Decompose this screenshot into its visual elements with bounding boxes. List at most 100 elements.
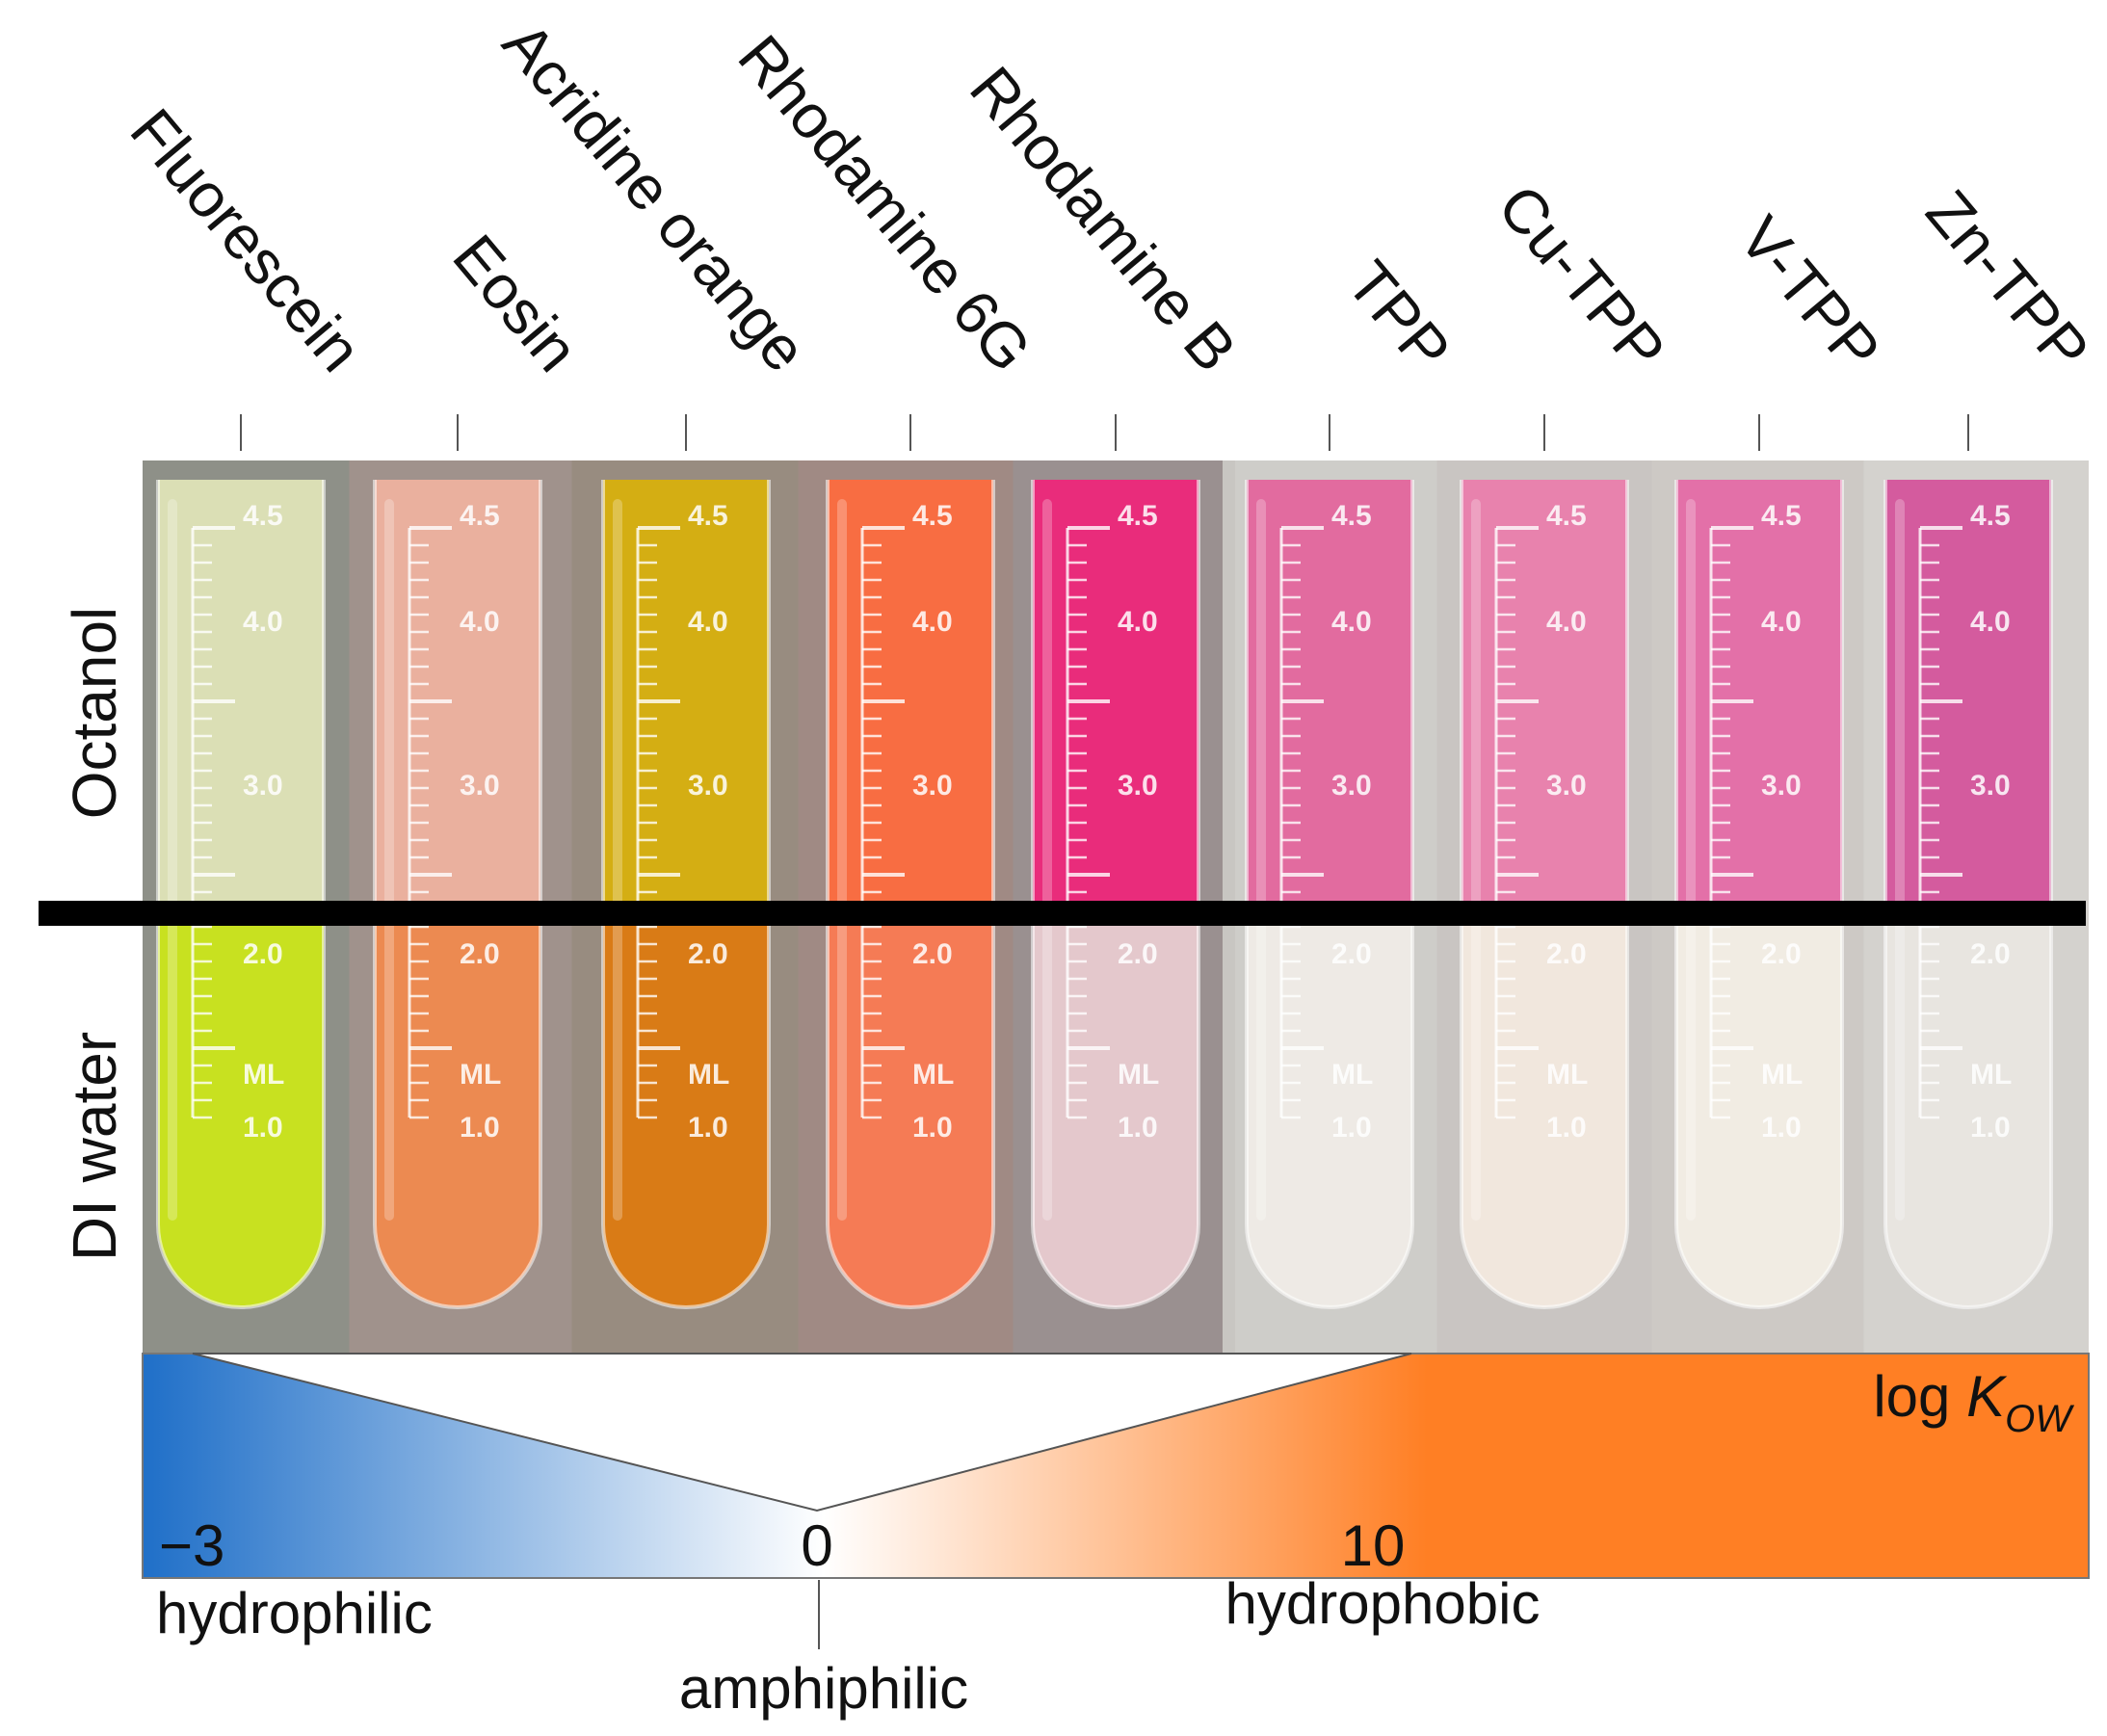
octanol-layer — [1247, 480, 1412, 913]
octanol-layer — [828, 480, 993, 913]
octanol-phase-label: Octanol — [60, 607, 129, 820]
graduation-scale: 4.5 4.0 3.0 2.0 1.0 ML — [1709, 500, 1803, 1144]
sample-label: V-TPP — [1725, 203, 1893, 384]
graduation-scale: 4.5 4.0 3.0 2.0 1.0 ML — [191, 500, 284, 1144]
water-layer — [1676, 913, 1842, 1307]
graduation-scale: 4.5 4.0 3.0 2.0 1.0 ML — [1918, 500, 2012, 1144]
water-layer — [1462, 913, 1627, 1307]
test-tube: 4.5 4.0 3.0 2.0 1.0 ML — [1883, 480, 2053, 1309]
test-tube: 4.5 4.0 3.0 2.0 1.0 ML — [826, 480, 995, 1309]
tube-unit-mark: ML — [912, 1059, 954, 1091]
tick-label-10: 10 — [1341, 1513, 1406, 1578]
tube-highlight — [1686, 499, 1696, 1221]
tube-volume-mark: 1.0 — [1331, 1112, 1372, 1144]
hydrophilic-label: hydrophilic — [156, 1581, 433, 1645]
water-layer — [375, 913, 540, 1307]
tube-volume-mark: 2.0 — [460, 938, 500, 970]
sample-label: TPP — [1333, 248, 1463, 384]
tube-volume-mark: 4.5 — [1331, 500, 1372, 532]
tube-volume-mark: 3.0 — [1331, 770, 1372, 802]
water-layer — [1033, 913, 1198, 1307]
graduation-scale: 4.5 4.0 3.0 2.0 1.0 ML — [636, 500, 729, 1144]
octanol-layer — [1885, 480, 2051, 913]
tube-volume-mark: 2.0 — [688, 938, 728, 970]
tube-glass — [373, 480, 542, 1309]
test-tube: 4.5 4.0 3.0 2.0 1.0 ML — [1245, 480, 1414, 1309]
tube-volume-mark: 3.0 — [1118, 770, 1158, 802]
octanol-layer — [158, 480, 324, 913]
octanol-layer — [1676, 480, 1842, 913]
graduation-scale: 4.5 4.0 3.0 2.0 1.0 ML — [408, 500, 501, 1144]
tube-volume-mark: 4.0 — [688, 606, 728, 638]
tube-volume-mark: 3.0 — [688, 770, 728, 802]
test-tube: 4.5 4.0 3.0 2.0 1.0 ML — [601, 480, 771, 1309]
tube-volume-mark: 2.0 — [1331, 938, 1372, 970]
tube-unit-mark: ML — [1331, 1059, 1373, 1091]
amphiphilic-label: amphiphilic — [679, 1656, 968, 1721]
scale-title: log KOW — [1873, 1364, 2074, 1440]
tube-volume-mark: 2.0 — [1761, 938, 1802, 970]
tube-volume-mark: 1.0 — [460, 1112, 500, 1144]
tube-volume-mark: 2.0 — [1970, 938, 2011, 970]
tube-unit-mark: ML — [1761, 1059, 1803, 1091]
test-tube: 4.5 4.0 3.0 2.0 1.0 ML — [373, 480, 542, 1309]
tube-highlight — [1042, 499, 1052, 1221]
scale-range-wedge — [192, 1353, 1412, 1512]
tube-volume-mark: 2.0 — [1546, 938, 1587, 970]
water-phase-label: DI water — [60, 1032, 129, 1261]
tube-highlight — [1471, 499, 1481, 1221]
sample-label: Eosin — [439, 222, 592, 384]
tube-volume-mark: 4.0 — [1546, 606, 1587, 638]
tube-highlight — [1895, 499, 1905, 1221]
test-tube: 4.5 4.0 3.0 2.0 1.0 ML — [156, 480, 326, 1309]
tube-volume-mark: 4.0 — [1970, 606, 2011, 638]
hydrophobic-label: hydrophobic — [1225, 1571, 1541, 1636]
test-tube: 4.5 4.0 3.0 2.0 1.0 ML — [1674, 480, 1844, 1309]
tube-glass — [1031, 480, 1200, 1309]
tube-volume-mark: 4.0 — [1118, 606, 1158, 638]
tube-highlight — [837, 499, 847, 1221]
water-layer — [1885, 913, 2051, 1307]
tube-glass — [156, 480, 326, 1309]
test-tube: 4.5 4.0 3.0 2.0 1.0 ML — [1460, 480, 1629, 1309]
tube-volume-mark: 2.0 — [243, 938, 283, 970]
tube-unit-mark: ML — [243, 1059, 284, 1091]
tube-unit-mark: ML — [1546, 1059, 1588, 1091]
tube-unit-mark: ML — [688, 1059, 729, 1091]
water-layer — [828, 913, 993, 1307]
tube-volume-mark: 3.0 — [1970, 770, 2011, 802]
graduation-scale: 4.5 4.0 3.0 2.0 1.0 ML — [1494, 500, 1588, 1144]
tube-highlight — [1256, 499, 1266, 1221]
tube-volume-mark: 1.0 — [688, 1112, 728, 1144]
water-layer — [158, 913, 324, 1307]
tube-volume-mark: 3.0 — [243, 770, 283, 802]
water-layer — [1247, 913, 1412, 1307]
octanol-layer — [1462, 480, 1627, 913]
tube-volume-mark: 3.0 — [460, 770, 500, 802]
tube-unit-mark: ML — [460, 1059, 501, 1091]
graduation-scale: 4.5 4.0 3.0 2.0 1.0 ML — [1066, 500, 1159, 1144]
tube-highlight — [168, 499, 177, 1221]
log-kow-scale: log KOW −3 0 10 hydrophilic amphiphilic … — [142, 1353, 2090, 1721]
tube-volume-mark: 1.0 — [1761, 1112, 1802, 1144]
tube-unit-mark: ML — [1118, 1059, 1159, 1091]
tube-glass — [1674, 480, 1844, 1309]
tube-highlight — [613, 499, 622, 1221]
tube-volume-mark: 4.0 — [1761, 606, 1802, 638]
test-tube: 4.5 4.0 3.0 2.0 1.0 ML — [1031, 480, 1200, 1309]
sample-label: Zn-TPP — [1913, 177, 2103, 384]
tick-label-0: 0 — [801, 1513, 832, 1578]
tube-glass — [601, 480, 771, 1309]
tube-volume-mark: 3.0 — [912, 770, 953, 802]
tube-glass — [826, 480, 995, 1309]
tube-volume-mark: 4.5 — [912, 500, 953, 532]
tick-label-minus-3: −3 — [159, 1513, 224, 1578]
tube-volume-mark: 1.0 — [1118, 1112, 1158, 1144]
tube-volume-mark: 1.0 — [1546, 1112, 1587, 1144]
tube-volume-mark: 1.0 — [912, 1112, 953, 1144]
sample-ticks — [240, 414, 1969, 451]
octanol-layer — [603, 480, 769, 913]
sample-label: Cu-TPP — [1485, 171, 1678, 384]
tube-highlight — [384, 499, 394, 1221]
